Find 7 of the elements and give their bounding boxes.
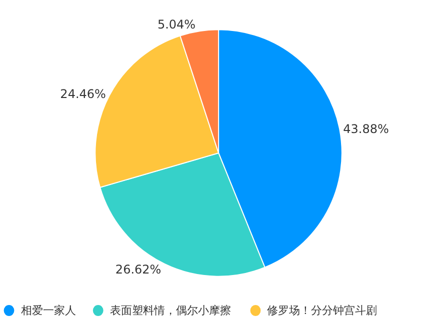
legend-label: 相爱一家人 [21,304,76,317]
data-label: 43.88% [343,122,389,136]
data-label: 5.04% [157,17,196,32]
legend-label: 表面塑料情，偶尔小摩擦 [110,304,231,317]
data-label: 26.62% [115,262,162,277]
legend-label: 修罗场！分分钟宫斗剧 [267,304,377,317]
data-label: 24.46% [60,86,106,101]
